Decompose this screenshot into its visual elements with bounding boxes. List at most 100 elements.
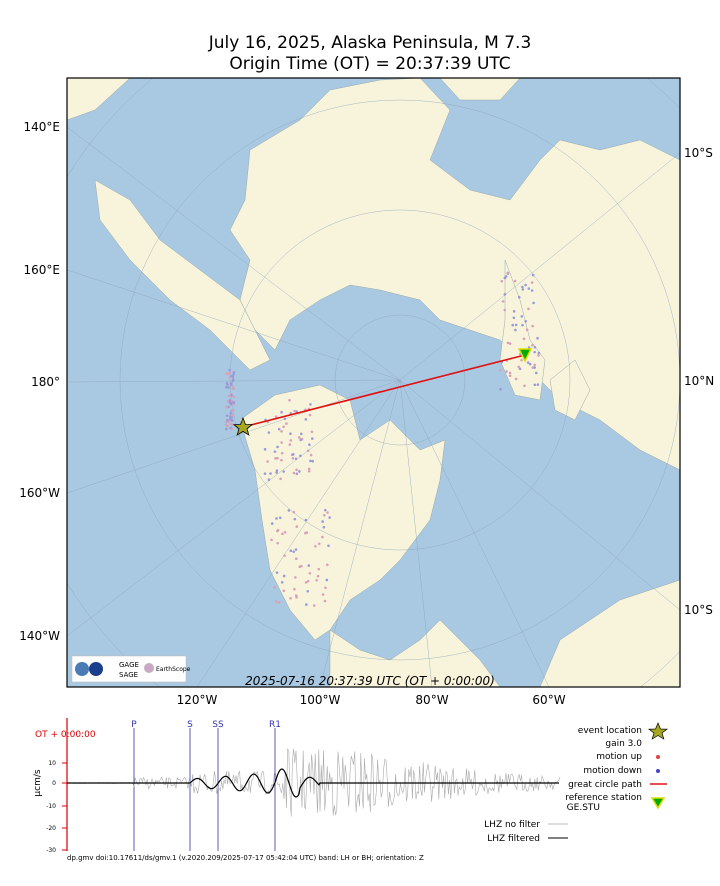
y-tick-label: 10 (48, 760, 56, 767)
station-dot (533, 383, 537, 387)
station-dot (287, 509, 291, 512)
station-dot (315, 578, 318, 582)
title-line: July 16, 2025, Alaska Peninsula, M 7.3 (208, 33, 532, 53)
station-dot (226, 418, 229, 422)
lat-label: 10°N (684, 374, 714, 388)
station-dot (531, 343, 534, 347)
station-dot (291, 457, 295, 460)
legend-label: motion up (596, 752, 642, 762)
station-dot (508, 371, 512, 375)
station-dot (531, 324, 534, 328)
logo-text: EarthScope (156, 666, 191, 673)
station-dot (274, 600, 278, 603)
logo-text: GAGE (119, 661, 139, 669)
great-circle-path (242, 354, 526, 428)
seismogram: OT + 0:00:00 µcm/s 10 0 -10 -20 -30 P S … (33, 718, 561, 854)
station-dot (513, 279, 517, 283)
station-dot (321, 593, 325, 596)
station-dot (225, 414, 229, 417)
station-dot (230, 419, 234, 422)
station-dot (304, 418, 308, 421)
y-tick-label: 0 (52, 780, 56, 787)
station-dot (537, 354, 540, 357)
lat-label: 10°S (684, 603, 713, 617)
station-dot (227, 394, 231, 398)
station-dot (285, 422, 288, 425)
logo-text: SAGE (119, 671, 138, 679)
station-dot (295, 472, 299, 476)
station-dot (230, 427, 233, 431)
phase-label: R1 (269, 720, 281, 730)
station-dot (536, 336, 539, 340)
station-dot (299, 438, 303, 442)
station-dot (514, 377, 518, 381)
station-dot (283, 554, 286, 557)
station-dot (503, 308, 507, 312)
station-dot (231, 423, 234, 426)
station-dot (294, 557, 298, 561)
station-dot (282, 574, 286, 578)
station-dot (326, 563, 329, 567)
station-dot (514, 328, 517, 332)
station-dot (314, 544, 317, 548)
lon-label: 160°W (19, 486, 60, 500)
station-dot (232, 370, 236, 374)
station-dot (282, 589, 286, 593)
station-dot (230, 399, 234, 403)
station-dot (528, 362, 532, 366)
station-dot (280, 441, 283, 444)
station-dot (307, 469, 311, 473)
station-dot (530, 281, 534, 284)
legend-label: event location (578, 726, 642, 736)
station-dot (309, 403, 312, 406)
station-dot (232, 401, 236, 404)
lon-label: 140°E (24, 120, 61, 134)
station-dot (524, 283, 527, 287)
y-axis-label: µcm/s (33, 769, 43, 796)
legend: event location gain 3.0 motion up motion… (484, 722, 668, 844)
station-dot (275, 571, 279, 574)
station-dot (280, 410, 283, 414)
station-dot (533, 363, 536, 367)
station-dot (309, 459, 312, 463)
station-dot (322, 525, 326, 529)
station-dot (321, 520, 324, 523)
station-dot (326, 511, 329, 514)
station-dot (228, 376, 231, 380)
station-dot (293, 409, 296, 413)
station-dot (225, 427, 228, 431)
station-dot (274, 415, 278, 419)
station-dot (293, 517, 297, 521)
lon-label: 100°W (300, 693, 341, 707)
station-dot (308, 413, 312, 417)
station-dot (295, 410, 298, 413)
station-dot (323, 508, 327, 512)
lon-label: 140°W (19, 629, 60, 643)
station-dot (283, 417, 287, 421)
phase-label: P (131, 720, 137, 730)
station-dot (280, 458, 283, 462)
y-tick-label: -10 (46, 803, 56, 810)
station-dot (283, 531, 287, 534)
station-dot (288, 398, 291, 402)
station-dot (520, 315, 524, 318)
station-dot (298, 565, 301, 569)
logo (75, 662, 89, 676)
station-dot (304, 518, 308, 522)
station-dot (307, 564, 311, 567)
station-dot (225, 381, 229, 385)
station-dot (289, 439, 293, 442)
legend-label: LHZ filtered (487, 834, 540, 844)
station-dot (533, 350, 536, 354)
station-dot (518, 367, 522, 371)
station-dot (231, 385, 235, 388)
station-dot (277, 601, 281, 604)
station-dot (533, 345, 537, 349)
station-dot (230, 393, 233, 397)
station-dot (231, 408, 235, 412)
station-dot (299, 454, 302, 458)
station-dot (274, 457, 277, 460)
station-dot (294, 457, 298, 461)
station-dot (498, 368, 502, 372)
station-dot (527, 287, 531, 290)
